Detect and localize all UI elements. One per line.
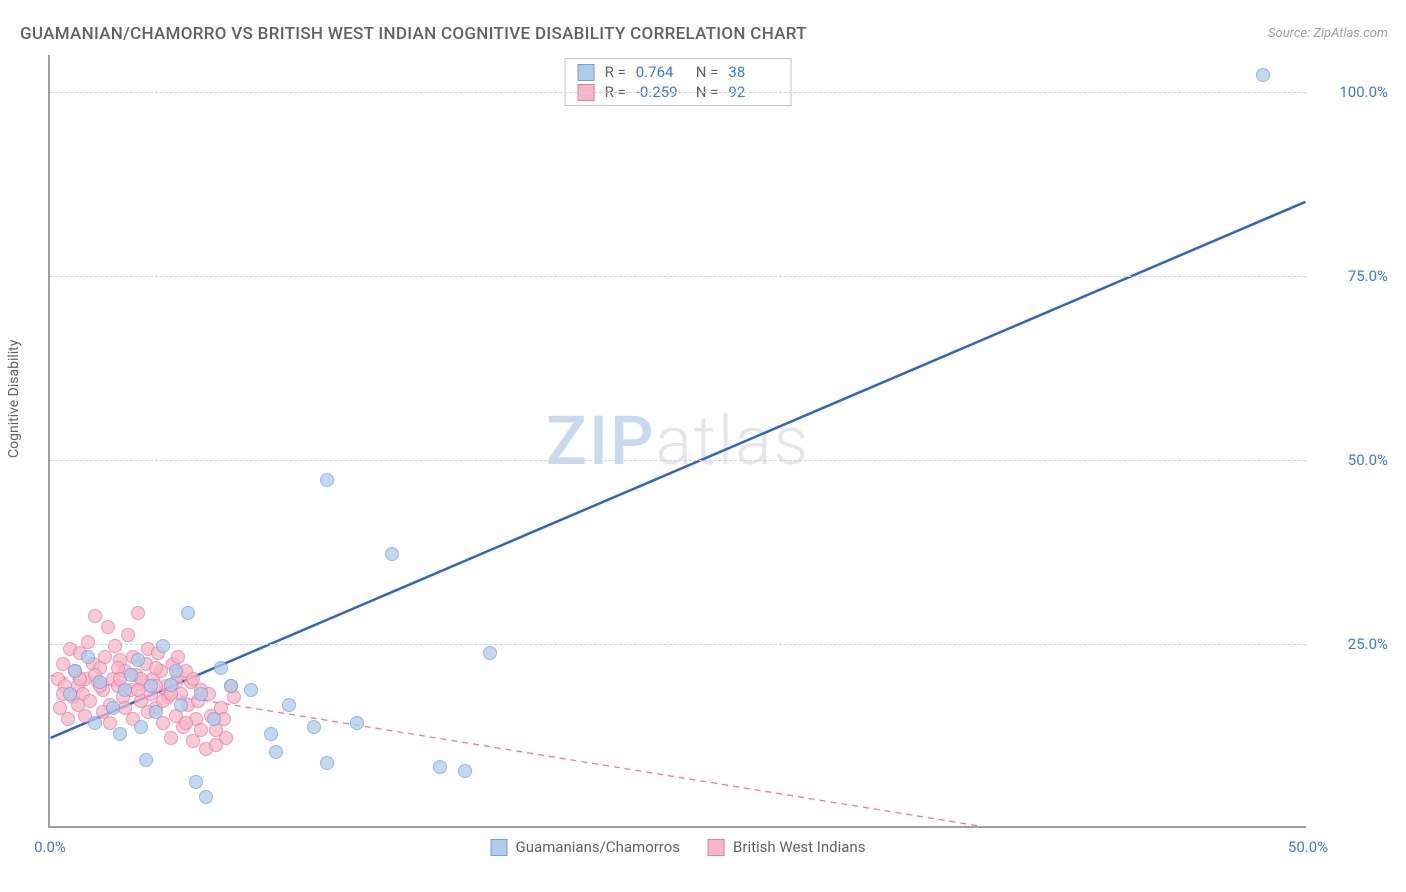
- data-point: [164, 731, 178, 745]
- data-point: [169, 664, 183, 678]
- data-point: [214, 661, 228, 675]
- y-tick-label: 25.0%: [1348, 635, 1388, 653]
- legend-swatch: [708, 839, 725, 856]
- data-point: [108, 639, 122, 653]
- data-point: [93, 675, 107, 689]
- data-point: [113, 727, 127, 741]
- data-point: [121, 628, 135, 642]
- data-point: [101, 620, 115, 634]
- data-point: [199, 790, 213, 804]
- y-tick-label: 75.0%: [1348, 267, 1388, 285]
- data-point: [149, 661, 163, 675]
- data-point: [164, 678, 178, 692]
- data-point: [61, 712, 75, 726]
- data-point: [307, 720, 321, 734]
- data-point: [174, 698, 188, 712]
- data-point: [131, 653, 145, 667]
- data-point: [81, 635, 95, 649]
- data-point: [156, 639, 170, 653]
- trend-lines-svg: [50, 55, 1306, 826]
- data-point: [194, 723, 208, 737]
- y-tick-label: 50.0%: [1348, 451, 1388, 469]
- y-tick-label: 100.0%: [1339, 83, 1388, 101]
- data-point: [320, 756, 334, 770]
- data-point: [81, 650, 95, 664]
- data-point: [320, 473, 334, 487]
- data-point: [88, 716, 102, 730]
- data-point: [134, 720, 148, 734]
- data-point: [63, 687, 77, 701]
- data-point: [458, 764, 472, 778]
- bottom-legend: Guamanians/Chamorros British West Indians: [491, 838, 866, 856]
- data-point: [282, 698, 296, 712]
- data-point: [209, 738, 223, 752]
- chart-title: GUAMANIAN/CHAMORRO VS BRITISH WEST INDIA…: [20, 24, 807, 44]
- data-point: [139, 753, 153, 767]
- x-tick-label: 50.0%: [1288, 838, 1328, 856]
- data-point: [181, 606, 195, 620]
- data-point: [186, 672, 200, 686]
- data-point: [171, 650, 185, 664]
- data-point: [189, 775, 203, 789]
- data-point: [131, 606, 145, 620]
- data-point: [149, 705, 163, 719]
- gridline: [50, 460, 1306, 461]
- legend-item: British West Indians: [708, 838, 865, 856]
- data-point: [269, 745, 283, 759]
- data-point: [106, 701, 120, 715]
- legend-swatch: [491, 839, 508, 856]
- data-point: [433, 760, 447, 774]
- gridline: [50, 276, 1306, 277]
- x-tick-label: 0.0%: [34, 838, 66, 856]
- data-point: [98, 650, 112, 664]
- data-point: [83, 694, 97, 708]
- chart-container: GUAMANIAN/CHAMORRO VS BRITISH WEST INDIA…: [0, 0, 1406, 892]
- plot-area: ZIPatlas R =0.764N =38R =-0.259N =92 Gua…: [48, 55, 1306, 828]
- data-point: [224, 679, 238, 693]
- data-point: [144, 679, 158, 693]
- trend-line: [51, 202, 1306, 738]
- source-label: Source: ZipAtlas.com: [1268, 26, 1388, 41]
- gridline: [50, 644, 1306, 645]
- data-point: [207, 712, 221, 726]
- legend-item: Guamanians/Chamorros: [491, 838, 680, 856]
- y-axis-label: Cognitive Disability: [6, 340, 22, 458]
- gridline: [50, 92, 1306, 93]
- data-point: [194, 687, 208, 701]
- data-point: [1256, 68, 1270, 82]
- legend-label: Guamanians/Chamorros: [516, 838, 680, 856]
- data-point: [244, 683, 258, 697]
- data-point: [124, 668, 138, 682]
- legend-label: British West Indians: [733, 838, 865, 856]
- data-point: [68, 664, 82, 678]
- data-point: [483, 646, 497, 660]
- data-point: [350, 716, 364, 730]
- data-point: [264, 727, 278, 741]
- data-point: [88, 609, 102, 623]
- data-point: [118, 683, 132, 697]
- data-point: [179, 716, 193, 730]
- data-point: [385, 547, 399, 561]
